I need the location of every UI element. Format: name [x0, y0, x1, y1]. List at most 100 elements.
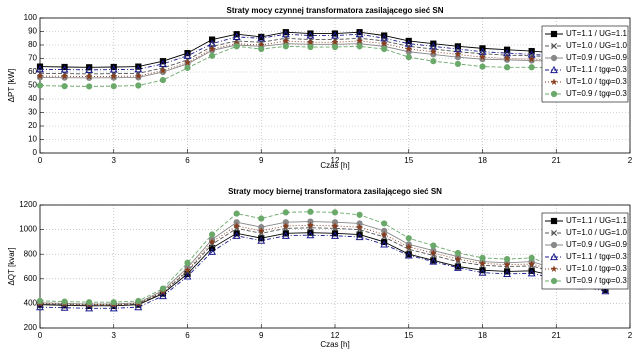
data-point — [356, 43, 363, 50]
series-line — [39, 33, 606, 71]
data-point — [454, 50, 462, 58]
legend-label: UT=0.9 / UG=0.9 — [566, 240, 627, 249]
data-point — [307, 208, 314, 215]
data-point — [159, 66, 167, 74]
data-point — [258, 45, 265, 53]
data-point — [478, 259, 487, 267]
y-tick-label: 70 — [28, 54, 37, 63]
data-point — [281, 231, 290, 239]
data-point — [503, 64, 511, 71]
data-point — [60, 65, 69, 73]
series-line — [39, 31, 606, 68]
legend-label: UT=1.0 / tgφ=0.3 — [566, 264, 627, 273]
data-point — [183, 266, 192, 274]
series-line — [39, 37, 606, 75]
y-axis-label: ΔPT [kW] — [7, 69, 16, 103]
y-tick-label: 90 — [28, 27, 37, 36]
data-point — [355, 37, 364, 45]
data-point — [60, 72, 69, 80]
data-point — [356, 29, 363, 36]
data-point — [282, 209, 289, 216]
data-point — [86, 83, 93, 90]
data-point — [36, 82, 44, 89]
y-tick-label: 200 — [24, 323, 38, 332]
legend-label: UT=1.0 / UG=1.0 — [566, 41, 627, 50]
legend-label: UT=0.9 / UG=0.9 — [566, 53, 627, 62]
series-line — [39, 224, 606, 306]
data-point — [60, 303, 69, 311]
data-point — [528, 64, 535, 71]
data-point — [159, 285, 167, 292]
data-point — [257, 226, 265, 235]
data-point — [282, 221, 290, 230]
data-point — [36, 302, 44, 311]
legend-label: UT=1.1 / UG=1.1 — [566, 216, 627, 225]
data-point — [134, 72, 143, 80]
data-point — [331, 38, 339, 46]
data-point — [355, 232, 364, 241]
y-tick-label: 60 — [28, 67, 37, 76]
series-line — [39, 232, 606, 307]
data-point — [257, 34, 266, 42]
data-point — [429, 249, 438, 257]
legend-marker — [550, 90, 558, 98]
data-point — [208, 247, 217, 255]
data-point — [109, 304, 118, 312]
data-point — [306, 38, 315, 46]
data-point — [110, 72, 118, 80]
data-point — [110, 299, 117, 306]
data-point — [380, 230, 388, 238]
legend-marker — [550, 65, 558, 74]
data-point — [306, 31, 315, 39]
data-point — [135, 297, 142, 305]
x-tick-label: 2 — [628, 156, 633, 165]
x-tick-label: 18 — [478, 331, 487, 340]
data-point — [232, 32, 241, 40]
data-point — [208, 45, 216, 53]
data-point — [306, 221, 315, 229]
data-point — [331, 221, 339, 230]
x-tick-label: 2 — [628, 331, 633, 340]
y-tick-label: 20 — [28, 121, 37, 130]
data-point — [429, 257, 438, 265]
legend: UT=1.1 / UG=1.1 UT=1.0 / UG=1.0 UT=0.9 / U… — [541, 25, 629, 103]
data-point — [61, 298, 68, 305]
x-tick-label: 12 — [331, 156, 340, 165]
data-point — [381, 45, 388, 53]
data-point — [134, 302, 143, 311]
data-point — [36, 297, 44, 305]
data-point — [183, 272, 192, 280]
plot: Straty mocy czynnej transformatora zasil… — [7, 6, 633, 170]
data-point — [405, 45, 413, 53]
data-point — [453, 263, 462, 271]
data-point — [110, 83, 117, 90]
chart-title: Straty mocy czynnej transformatora zasil… — [227, 6, 444, 15]
legend-label: UT=1.1 / tgφ=0.3 — [566, 252, 627, 261]
data-point — [158, 59, 167, 67]
data-point — [503, 256, 511, 263]
x-tick-label: 21 — [552, 156, 561, 165]
plot-frame — [39, 204, 631, 329]
data-point — [381, 220, 388, 227]
chart-title: Straty mocy biernej transformatora zasil… — [228, 187, 442, 196]
y-tick-label: 800 — [24, 249, 38, 258]
data-point — [61, 83, 68, 90]
data-point — [331, 225, 339, 232]
data-point — [503, 269, 512, 277]
y-tick-label: 100 — [24, 13, 38, 22]
data-point — [233, 225, 240, 232]
data-point — [85, 65, 94, 73]
data-point — [282, 43, 289, 50]
legend: UT=1.1 / UG=1.1 UT=1.0 / UG=1.0 UT=0.9 / U… — [541, 212, 629, 290]
data-point — [134, 65, 143, 73]
data-point — [208, 231, 216, 238]
legend-marker — [550, 217, 558, 225]
data-point — [355, 223, 364, 231]
data-point — [405, 242, 413, 250]
data-point — [479, 63, 486, 70]
data-point — [36, 72, 44, 80]
data-point — [258, 230, 265, 237]
data-point — [503, 260, 511, 268]
data-point — [356, 226, 363, 233]
legend-marker — [550, 252, 558, 261]
